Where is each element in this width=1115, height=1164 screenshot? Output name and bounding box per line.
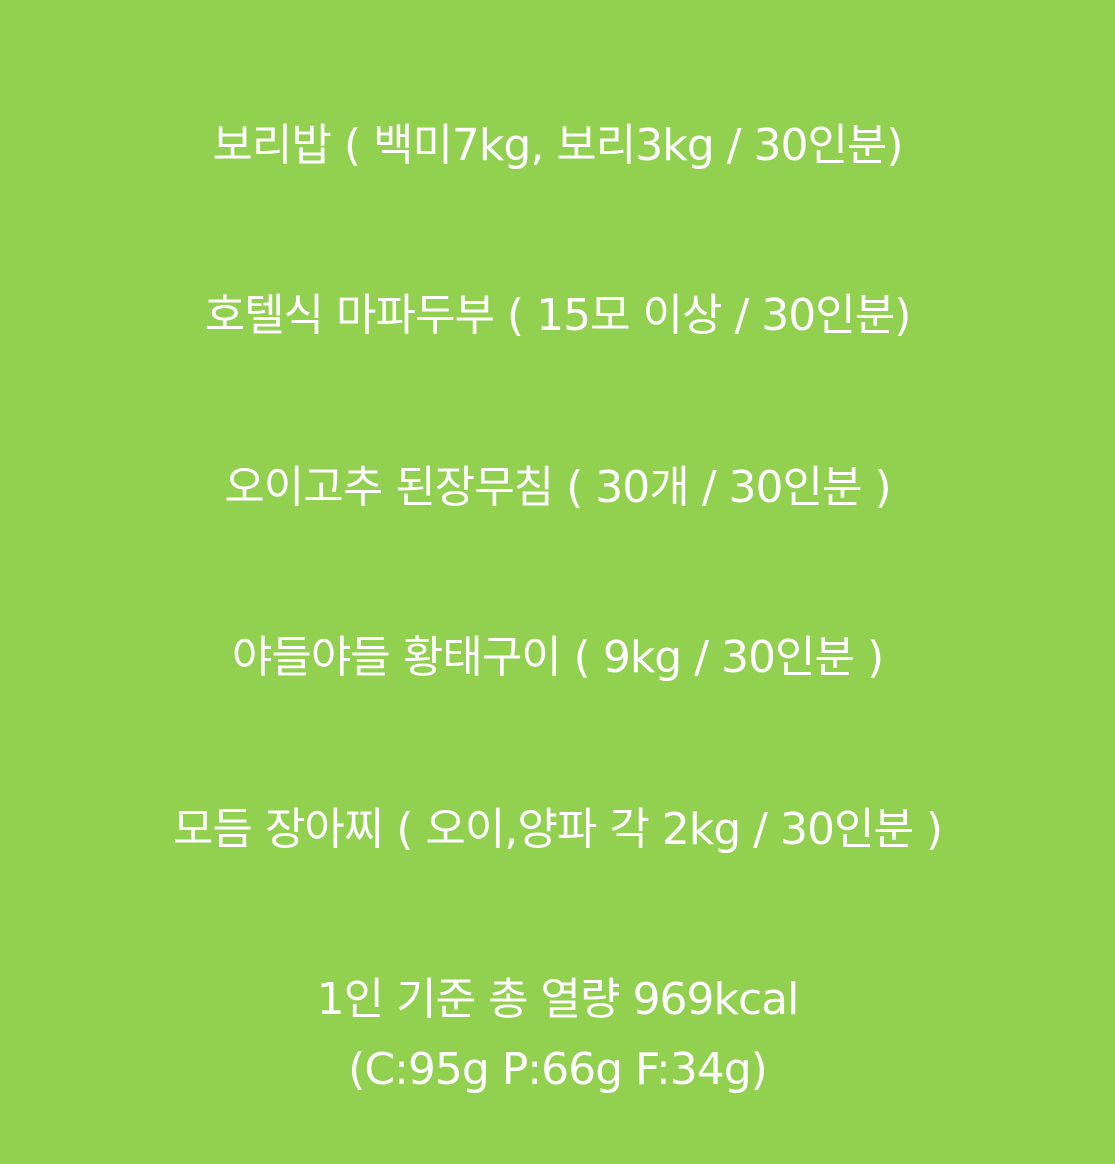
nutrition-macros: (C:95g P:66g F:34g)	[348, 1044, 768, 1095]
menu-item-pepper-doenjang: 오이고추 된장무침 ( 30개 / 30인분 )	[224, 462, 891, 513]
menu-item-mapo-tofu: 호텔식 마파두부 ( 15모 이상 / 30인분)	[204, 290, 912, 341]
nutrition-calories: 1인 기준 총 열량 969kcal	[316, 974, 800, 1025]
menu-item-pickles: 모듬 장아찌 ( 오이,양파 각 2kg / 30인분 )	[172, 804, 943, 855]
menu-item-grilled-pollock: 야들야들 황태구이 ( 9kg / 30인분 )	[231, 632, 884, 683]
menu-item-barley-rice: 보리밥 ( 백미7kg, 보리3kg / 30인분)	[212, 120, 903, 171]
